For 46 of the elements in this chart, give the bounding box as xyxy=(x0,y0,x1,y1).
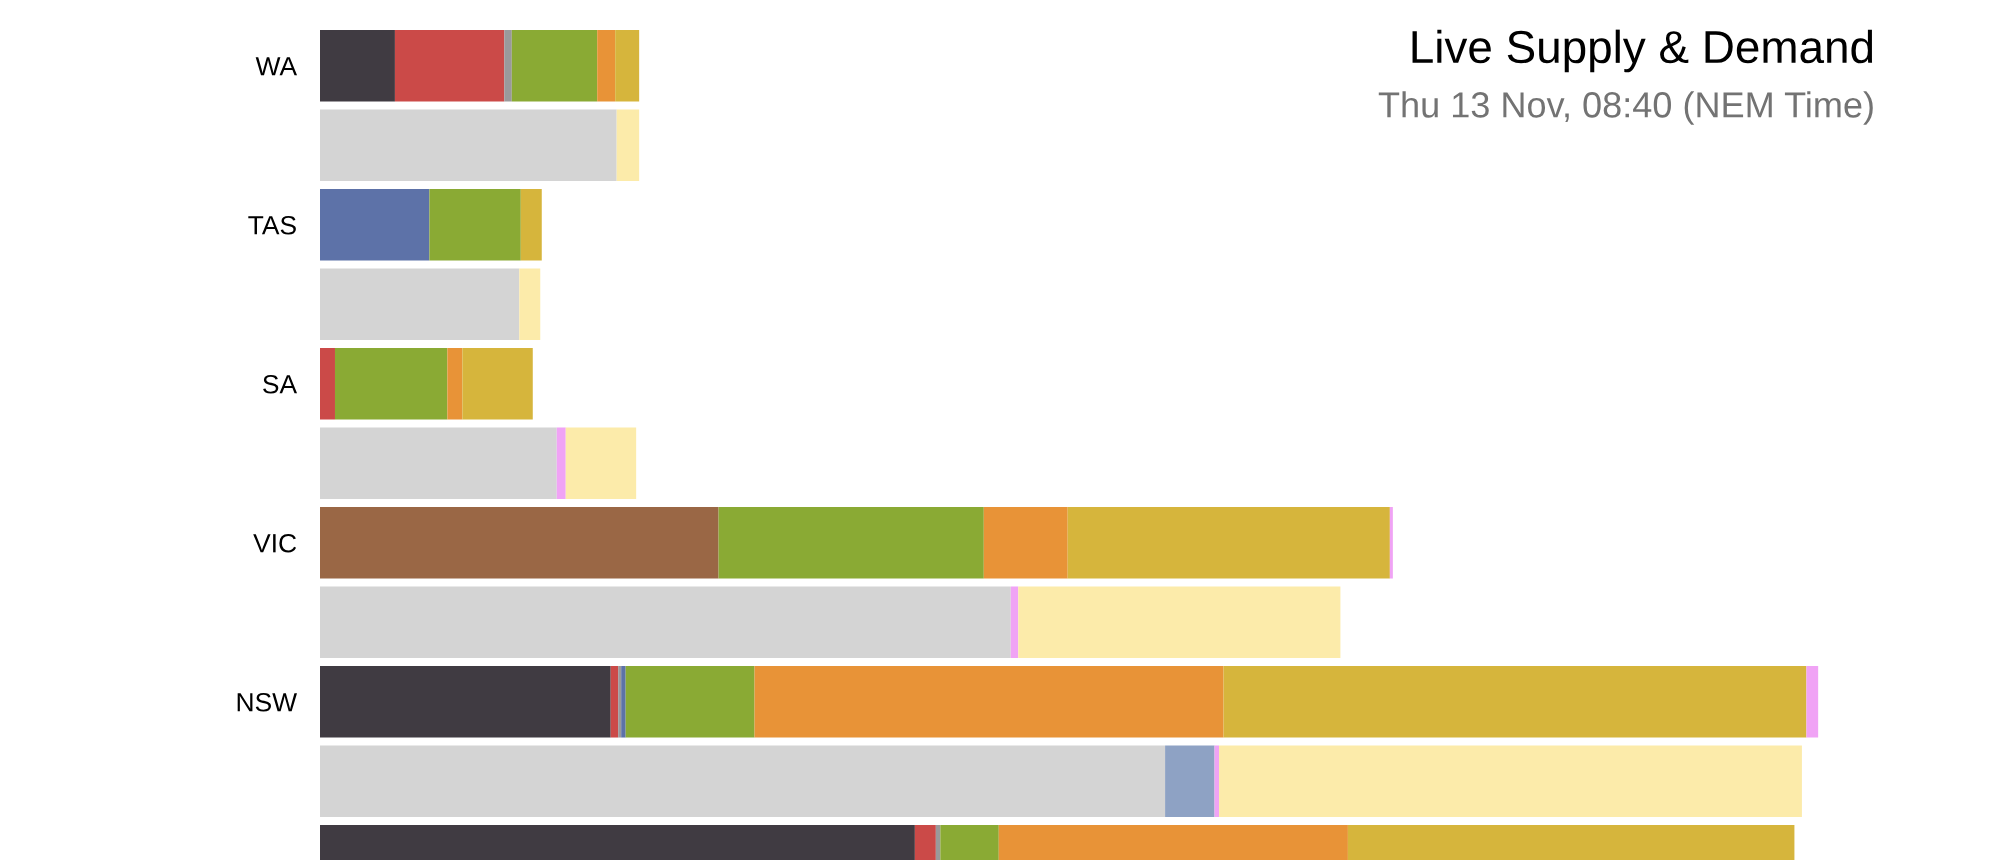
bar xyxy=(320,586,1011,659)
bar xyxy=(718,506,984,579)
bar xyxy=(754,665,1224,738)
bar xyxy=(565,427,637,500)
bar xyxy=(320,506,719,579)
bar xyxy=(1223,665,1807,738)
bar xyxy=(394,29,505,102)
bar xyxy=(1018,586,1341,659)
bar xyxy=(504,29,512,102)
bar xyxy=(320,427,557,500)
y-tick-label: WA xyxy=(255,57,298,76)
bar xyxy=(320,347,335,420)
bar xyxy=(320,109,617,182)
bar xyxy=(1067,506,1390,579)
y-tick-label: TAS xyxy=(248,215,296,235)
bar xyxy=(462,347,533,420)
bar xyxy=(334,347,448,420)
text: Thu 13 Nov, 08:40 (NEM Time) xyxy=(1378,91,1873,125)
bar xyxy=(1219,745,1802,818)
chart-title: Live Supply & Demand xyxy=(1412,29,1873,73)
bar xyxy=(983,506,1068,579)
y-tick-label: SA xyxy=(263,374,298,394)
y-tick-label: VIC xyxy=(253,533,297,553)
bar xyxy=(625,665,755,738)
bar xyxy=(597,29,616,102)
bar xyxy=(610,665,619,738)
bar xyxy=(320,268,520,341)
bar xyxy=(615,29,640,102)
bar xyxy=(1389,506,1393,579)
bar xyxy=(520,188,542,261)
bar xyxy=(556,427,566,500)
bar xyxy=(447,347,463,420)
bar xyxy=(320,745,1166,818)
bar xyxy=(320,29,395,102)
bar xyxy=(511,29,598,102)
bar xyxy=(1806,665,1819,738)
bar xyxy=(320,665,611,738)
bar xyxy=(621,665,626,738)
bar xyxy=(429,188,521,261)
bar xyxy=(616,109,640,182)
y-tick-label: NSW xyxy=(237,692,297,712)
bar xyxy=(519,268,541,341)
bar xyxy=(320,188,430,261)
bar xyxy=(1165,745,1215,818)
bar xyxy=(618,665,622,738)
bar xyxy=(1010,586,1019,659)
